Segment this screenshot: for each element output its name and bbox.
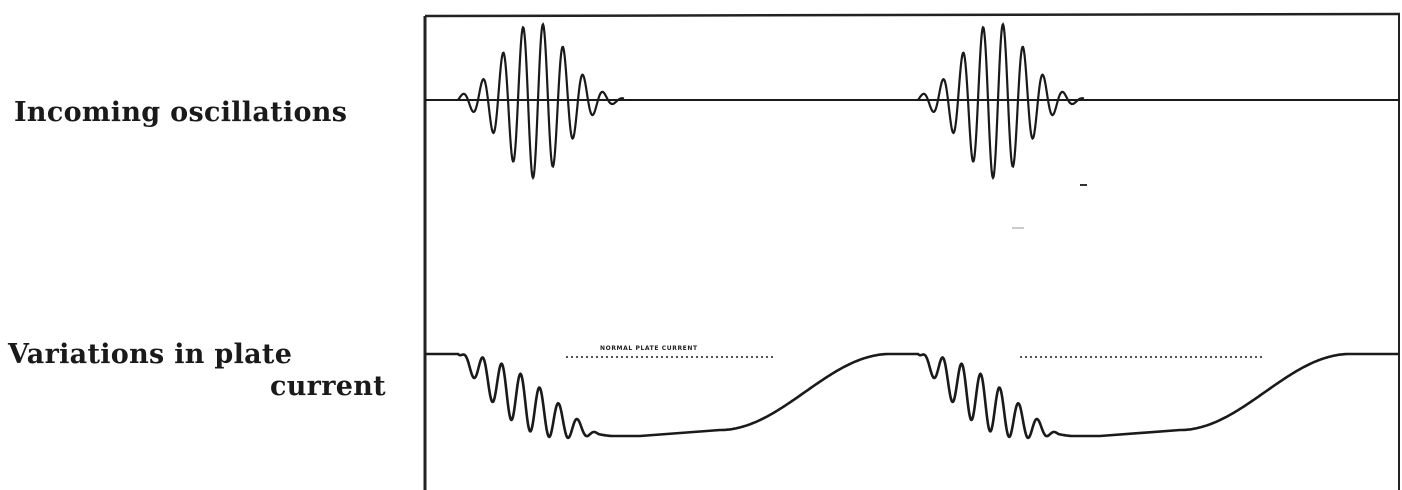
- frame-top-border: [424, 12, 1401, 18]
- incoming-wave-train-1: [457, 22, 625, 181]
- plate-current-label-line2: current: [270, 371, 386, 402]
- incoming-wave-train-2: [917, 22, 1085, 181]
- normal-plate-current-label: NORMAL PLATE CURRENT: [600, 345, 698, 352]
- incoming-oscillations-label: Incoming oscillations: [14, 97, 348, 128]
- plate-current-curve: [425, 352, 1399, 440]
- plate-current-label-line1: Variations in plate: [8, 339, 293, 370]
